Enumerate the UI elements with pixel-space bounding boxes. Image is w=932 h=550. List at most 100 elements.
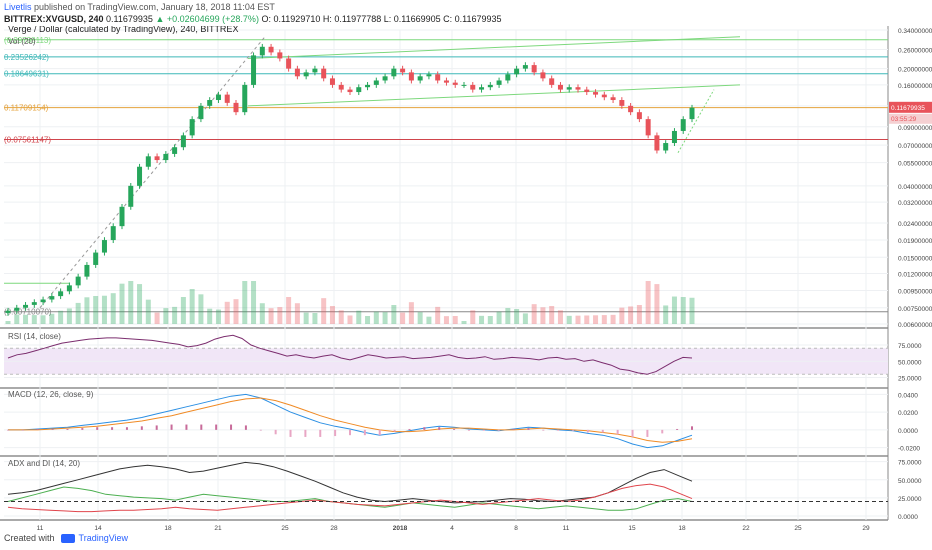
fib-label: (0.29738113) — [4, 36, 51, 45]
macd-histogram-bar — [7, 429, 9, 431]
price-tick-label: 0.01200000 — [898, 272, 932, 279]
candle-body — [487, 84, 493, 88]
fib-label: 0.18649631) — [4, 70, 49, 79]
candle-body — [172, 147, 178, 154]
volume-bar — [312, 313, 318, 324]
macd-histogram-bar — [259, 429, 262, 431]
author-link[interactable]: Livetlis — [4, 2, 32, 12]
macd-histogram-bar — [170, 424, 173, 430]
channel-lines — [4, 36, 741, 309]
candle-body — [610, 97, 616, 101]
candle-body — [382, 76, 388, 81]
macd-histogram-bar — [378, 429, 381, 436]
volume-bar — [93, 296, 99, 324]
candle-body — [137, 166, 143, 186]
volume-bar — [417, 312, 423, 324]
volume-bar — [198, 294, 204, 324]
candle-body — [40, 299, 46, 303]
candle-body — [575, 87, 581, 90]
last-price-text: 0.11679935 — [106, 14, 153, 24]
volume-bar — [180, 297, 186, 324]
candle-body — [470, 84, 476, 90]
candle-body — [321, 68, 327, 79]
macd-histogram-bar — [423, 427, 426, 430]
adx-pane: 75.0000 50.0000 25.0000 0.0000 — [4, 460, 922, 521]
last-price-tag — [889, 101, 932, 113]
volume-bar — [365, 316, 371, 324]
macd-histogram-bar — [200, 424, 203, 430]
main-chart-title: Verge / Dollar (calculated by TradingVie… — [8, 26, 238, 34]
volume-bar — [391, 305, 397, 324]
candle-body — [426, 74, 432, 77]
indicator-tick-label: 75.0000 — [898, 343, 922, 350]
volume-bar — [575, 315, 581, 324]
macd-histogram-bar — [557, 429, 560, 431]
candle-body — [58, 291, 64, 297]
candle-body — [23, 304, 29, 308]
volume-bar — [663, 305, 669, 324]
volume-bar — [189, 289, 195, 324]
time-tick-label: 8 — [514, 525, 518, 532]
candle-body — [549, 78, 555, 85]
volume-bar — [84, 297, 90, 324]
candle-body — [5, 310, 11, 313]
macd-histogram-bar — [274, 429, 277, 435]
macd-histogram-bar — [111, 427, 114, 430]
volume-bar — [435, 306, 441, 324]
tradingview-logo-icon — [60, 534, 75, 544]
time-tick-label: 2018 — [393, 525, 408, 532]
volume-bar — [66, 308, 72, 324]
volume-bar — [294, 303, 300, 324]
volume-bar — [14, 314, 20, 324]
chart-canvas[interactable]: (0.29738113) 0.23526242) 0.18649631) 0.1170… — [0, 26, 932, 546]
candle-body — [522, 65, 528, 69]
candle-body — [268, 46, 274, 53]
time-axis: 11 14 18 21 25 28 2018 4 8 11 15 18 22 25 29 — [37, 525, 870, 532]
rsi-title: RSI (14, close) — [8, 332, 61, 341]
volume-bar — [259, 303, 265, 324]
volume-bar — [40, 315, 46, 324]
candle-body — [443, 80, 449, 83]
volume-bar — [584, 315, 590, 324]
candle-body — [601, 94, 607, 98]
volume-bar — [479, 315, 485, 324]
macd-histogram-bar — [81, 428, 84, 430]
candle-body — [180, 135, 186, 148]
price-tick-label: 0.00600000 — [898, 322, 932, 329]
price-tick-label: 0.20000000 — [898, 67, 932, 74]
channel-lower-line — [247, 84, 741, 107]
candle-body — [619, 100, 625, 106]
volume-bar — [233, 299, 239, 324]
volume-bar — [215, 309, 221, 324]
volume-bar — [426, 316, 432, 324]
volume-bar — [654, 284, 660, 324]
price-tick-label: 0.01900000 — [898, 238, 932, 245]
volume-bar — [110, 293, 116, 324]
price-tick-label: 0.00950000 — [898, 289, 932, 296]
price-tick-label: 0.02400000 — [898, 221, 932, 228]
volume-bars — [5, 281, 695, 324]
macd-histogram-bar — [616, 429, 619, 435]
macd-pane: 0.0400 0.0200 0.0000 -0.0200 — [4, 392, 920, 453]
volume-bar — [452, 316, 458, 324]
indicator-tick-label: 0.0400 — [898, 392, 918, 399]
price-tick-label: 0.04000000 — [898, 184, 932, 191]
candle-body — [303, 72, 309, 77]
tradingview-link[interactable]: TradingView — [78, 533, 129, 543]
macd-histogram-bar — [691, 426, 693, 430]
macd-histogram-bar — [230, 424, 233, 430]
time-tick-label: 29 — [862, 525, 870, 532]
candle-body — [101, 240, 107, 253]
macd-histogram-bar — [215, 424, 218, 430]
volume-bar — [338, 310, 344, 324]
forecast-line — [677, 89, 715, 154]
volume-bar — [514, 309, 520, 324]
time-tick-label: 25 — [281, 525, 289, 532]
candle-body — [294, 68, 300, 77]
macd-histogram-bar — [586, 429, 589, 433]
fib-label: 0.23526242) — [4, 53, 49, 62]
volume-bar — [137, 284, 143, 324]
candle-body — [356, 87, 362, 93]
volume-bar — [119, 283, 125, 324]
time-tick-label: 18 — [678, 525, 686, 532]
